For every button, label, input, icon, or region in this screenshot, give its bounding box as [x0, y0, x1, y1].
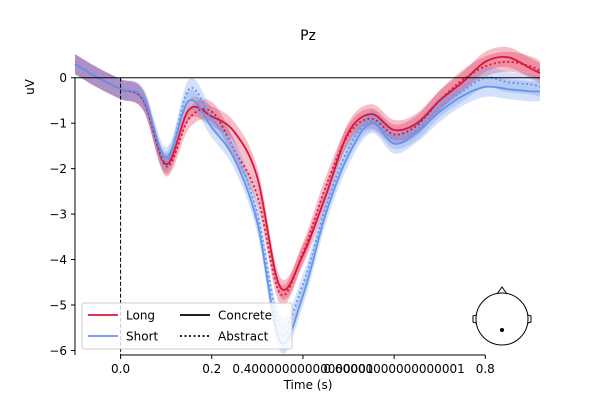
x-tick-label: 0.8 — [476, 362, 495, 376]
nose-outline — [496, 286, 508, 295]
series-line-short-concrete — [74, 63, 541, 345]
x-tick-label: 0.2 — [202, 362, 221, 376]
sensor-dot — [500, 328, 504, 332]
legend-label-abstract: Abstract — [218, 330, 269, 344]
y-tick-label: −1 — [49, 117, 67, 131]
head-outline — [475, 292, 529, 346]
y-tick-label: 0 — [59, 71, 67, 85]
y-axis-label: uV — [23, 78, 37, 95]
y-tick-label: −2 — [49, 162, 67, 176]
series-lines — [74, 56, 541, 345]
x-tick-label: 0.0 — [111, 362, 130, 376]
x-axis-label: Time (s) — [283, 378, 333, 392]
left-ear-outline — [472, 314, 477, 324]
legend-label-long: Long — [126, 309, 155, 323]
legend-label-short: Short — [126, 330, 158, 344]
axes: 0−1−2−3−4−5−60.0 0.2 0.400000000000000010.… — [49, 71, 540, 376]
band-short-concrete — [75, 54, 540, 354]
chart-title: Pz — [300, 28, 316, 44]
band-long-concrete — [75, 46, 540, 300]
y-tick-label: −6 — [49, 344, 67, 358]
legend-label-concrete: Concrete — [218, 309, 272, 323]
x-tick-label: 0.60000000000000001 — [323, 362, 464, 376]
y-tick-label: −3 — [49, 208, 67, 222]
y-tick-label: −4 — [49, 253, 67, 267]
legend: Long Short Concrete Abstract — [81, 302, 293, 350]
y-tick-label: −5 — [49, 299, 67, 313]
x-tick-label: 0.40000000000000001 — [232, 362, 373, 376]
sensor-inset — [472, 286, 532, 346]
legend-box — [81, 302, 293, 350]
right-ear-outline — [527, 314, 532, 324]
